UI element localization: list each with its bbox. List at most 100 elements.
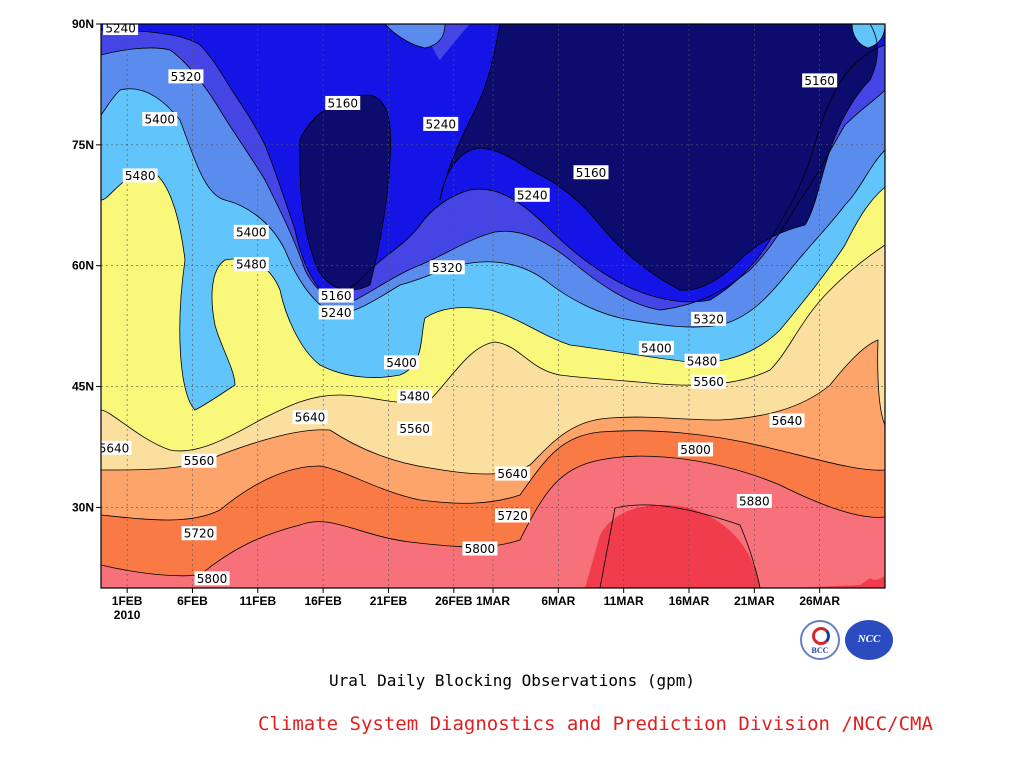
contour-label-text: 5480 xyxy=(236,258,267,272)
contour-label: 5160 xyxy=(802,73,838,88)
y-tick-label: 30N xyxy=(72,500,94,514)
contour-label: 5720 xyxy=(181,526,217,541)
contour-label-text: 5560 xyxy=(399,422,430,436)
plot-title: Ural Daily Blocking Observations (gpm) xyxy=(328,671,696,690)
contour-label: 5640 xyxy=(769,413,805,428)
x-tick-label: 21FEB xyxy=(370,594,408,608)
contour-label-text: 5240 xyxy=(896,275,927,289)
contour-label-box xyxy=(894,274,929,288)
contour-label-box xyxy=(894,246,929,260)
contour-label: 5720 xyxy=(495,508,531,523)
contour-label: 5880 xyxy=(736,493,772,508)
contour-label-text: 5160 xyxy=(321,289,352,303)
contour-label: 5240 xyxy=(514,187,550,202)
contour-label: 5400 xyxy=(638,340,674,355)
contour-label-text: 5320 xyxy=(693,312,724,326)
contour-label-box xyxy=(769,413,805,428)
contour-label-box xyxy=(495,466,531,481)
contour-label-text: 5640 xyxy=(497,467,528,481)
contour-label-box xyxy=(802,73,838,88)
contour-label: 5640 xyxy=(972,321,1007,336)
x-tick-label: 11MAR xyxy=(604,594,644,608)
contour-label-text: 5400 xyxy=(896,317,927,331)
contour-label-text: 5320 xyxy=(432,261,463,275)
bcc-logo-text: BCC xyxy=(811,646,829,655)
contour-label: 5240 xyxy=(318,305,354,320)
credit-text: Climate System Diagnostics and Predictio… xyxy=(258,713,933,735)
contour-label-box xyxy=(233,224,269,239)
contour-label: 5160 xyxy=(573,165,609,180)
contour-label: 5400 xyxy=(142,112,178,127)
contour-label-text: 5240 xyxy=(517,188,548,202)
contour-label-box xyxy=(894,338,929,352)
contour-label-text: 5640 xyxy=(772,414,803,428)
contour-label: 5640 xyxy=(292,410,328,425)
x-tick-label: 1FEB xyxy=(112,594,143,608)
contour-label-text: 5400 xyxy=(236,225,267,239)
y-tick-label: 90N xyxy=(72,17,94,31)
contour-label: 5720 xyxy=(894,438,929,453)
contour-label-box xyxy=(514,187,550,202)
contour-label-text: 5160 xyxy=(804,74,835,88)
contour-label: 5240 xyxy=(423,116,459,131)
contour-label: 5560 xyxy=(181,453,217,468)
contour-label: 5800 xyxy=(678,442,714,457)
contour-label-box xyxy=(325,95,361,110)
x-tick-label: 6FEB xyxy=(177,594,208,608)
band-below-5160-b xyxy=(440,24,878,291)
contour-label-text: 5400 xyxy=(145,113,176,127)
contour-label-box xyxy=(181,526,217,541)
contour-label-text: 5160 xyxy=(896,246,927,260)
contour-label-text: 5240 xyxy=(105,22,136,36)
contour-label: 5320 xyxy=(429,260,465,275)
contour-label-text: 5160 xyxy=(576,166,607,180)
contour-label-text: 5720 xyxy=(497,509,528,523)
contour-label: 5640 xyxy=(495,466,531,481)
contour-label-box xyxy=(318,288,354,303)
x-tick-label: 16FEB xyxy=(304,594,342,608)
bcc-logo: BCC xyxy=(800,620,840,660)
contour-label: 5240 xyxy=(894,274,929,289)
contour-label: 5320 xyxy=(691,311,727,326)
contour-label: 5160 xyxy=(325,95,361,110)
band-5320-5400-patch xyxy=(385,24,445,48)
contour-label-box xyxy=(233,257,269,272)
contour-label-box xyxy=(972,321,1007,335)
contour-label-box xyxy=(397,421,433,436)
contour-label-text: 5320 xyxy=(171,70,202,84)
x-tick-label: 21MAR xyxy=(734,594,775,608)
contour-label: 5800 xyxy=(194,571,230,586)
ncc-logo: NCC xyxy=(845,620,893,660)
contour-label: 5240 xyxy=(103,22,139,36)
contour-label-box xyxy=(462,541,498,556)
contour-label-box xyxy=(894,438,929,452)
contour-label: 5320 xyxy=(168,69,204,84)
contour-label-text: 5560 xyxy=(184,454,215,468)
contour-label-text: 5320 xyxy=(896,295,927,309)
contour-label-box xyxy=(181,453,217,468)
contour-label-box xyxy=(638,340,674,355)
contour-label: 5160 xyxy=(894,246,929,260)
contour-label-text: 5800 xyxy=(680,443,711,457)
contour-label-text: 5240 xyxy=(321,306,352,320)
contour-label: 5400 xyxy=(894,317,929,332)
contour-label-text: 5800 xyxy=(197,572,228,586)
contour-label-text: 5720 xyxy=(184,527,215,541)
contour-label: 5160 xyxy=(318,288,354,303)
contour-labels: 5240 5320 5400 5480 5160 5240 5160 5240 5160 5400… xyxy=(101,22,1007,586)
contour-label-text: 5560 xyxy=(896,359,927,373)
contour-label-box xyxy=(894,359,929,373)
contour-label-text: 5720 xyxy=(896,438,927,452)
y-tick-label: 45N xyxy=(72,380,94,394)
contour-label: 5800 xyxy=(462,541,498,556)
contour-label-box xyxy=(894,295,929,309)
contour-label-box xyxy=(691,311,727,326)
x-tick-label: 26FEB xyxy=(435,594,473,608)
contour-label-text: 5800 xyxy=(465,542,496,556)
contour-label-text: 5480 xyxy=(896,339,927,353)
ncc-logo-text: NCC xyxy=(857,633,881,645)
contour-label: 5480 xyxy=(684,353,720,368)
contour-label-box xyxy=(691,374,727,389)
contour-label-box xyxy=(122,168,158,183)
